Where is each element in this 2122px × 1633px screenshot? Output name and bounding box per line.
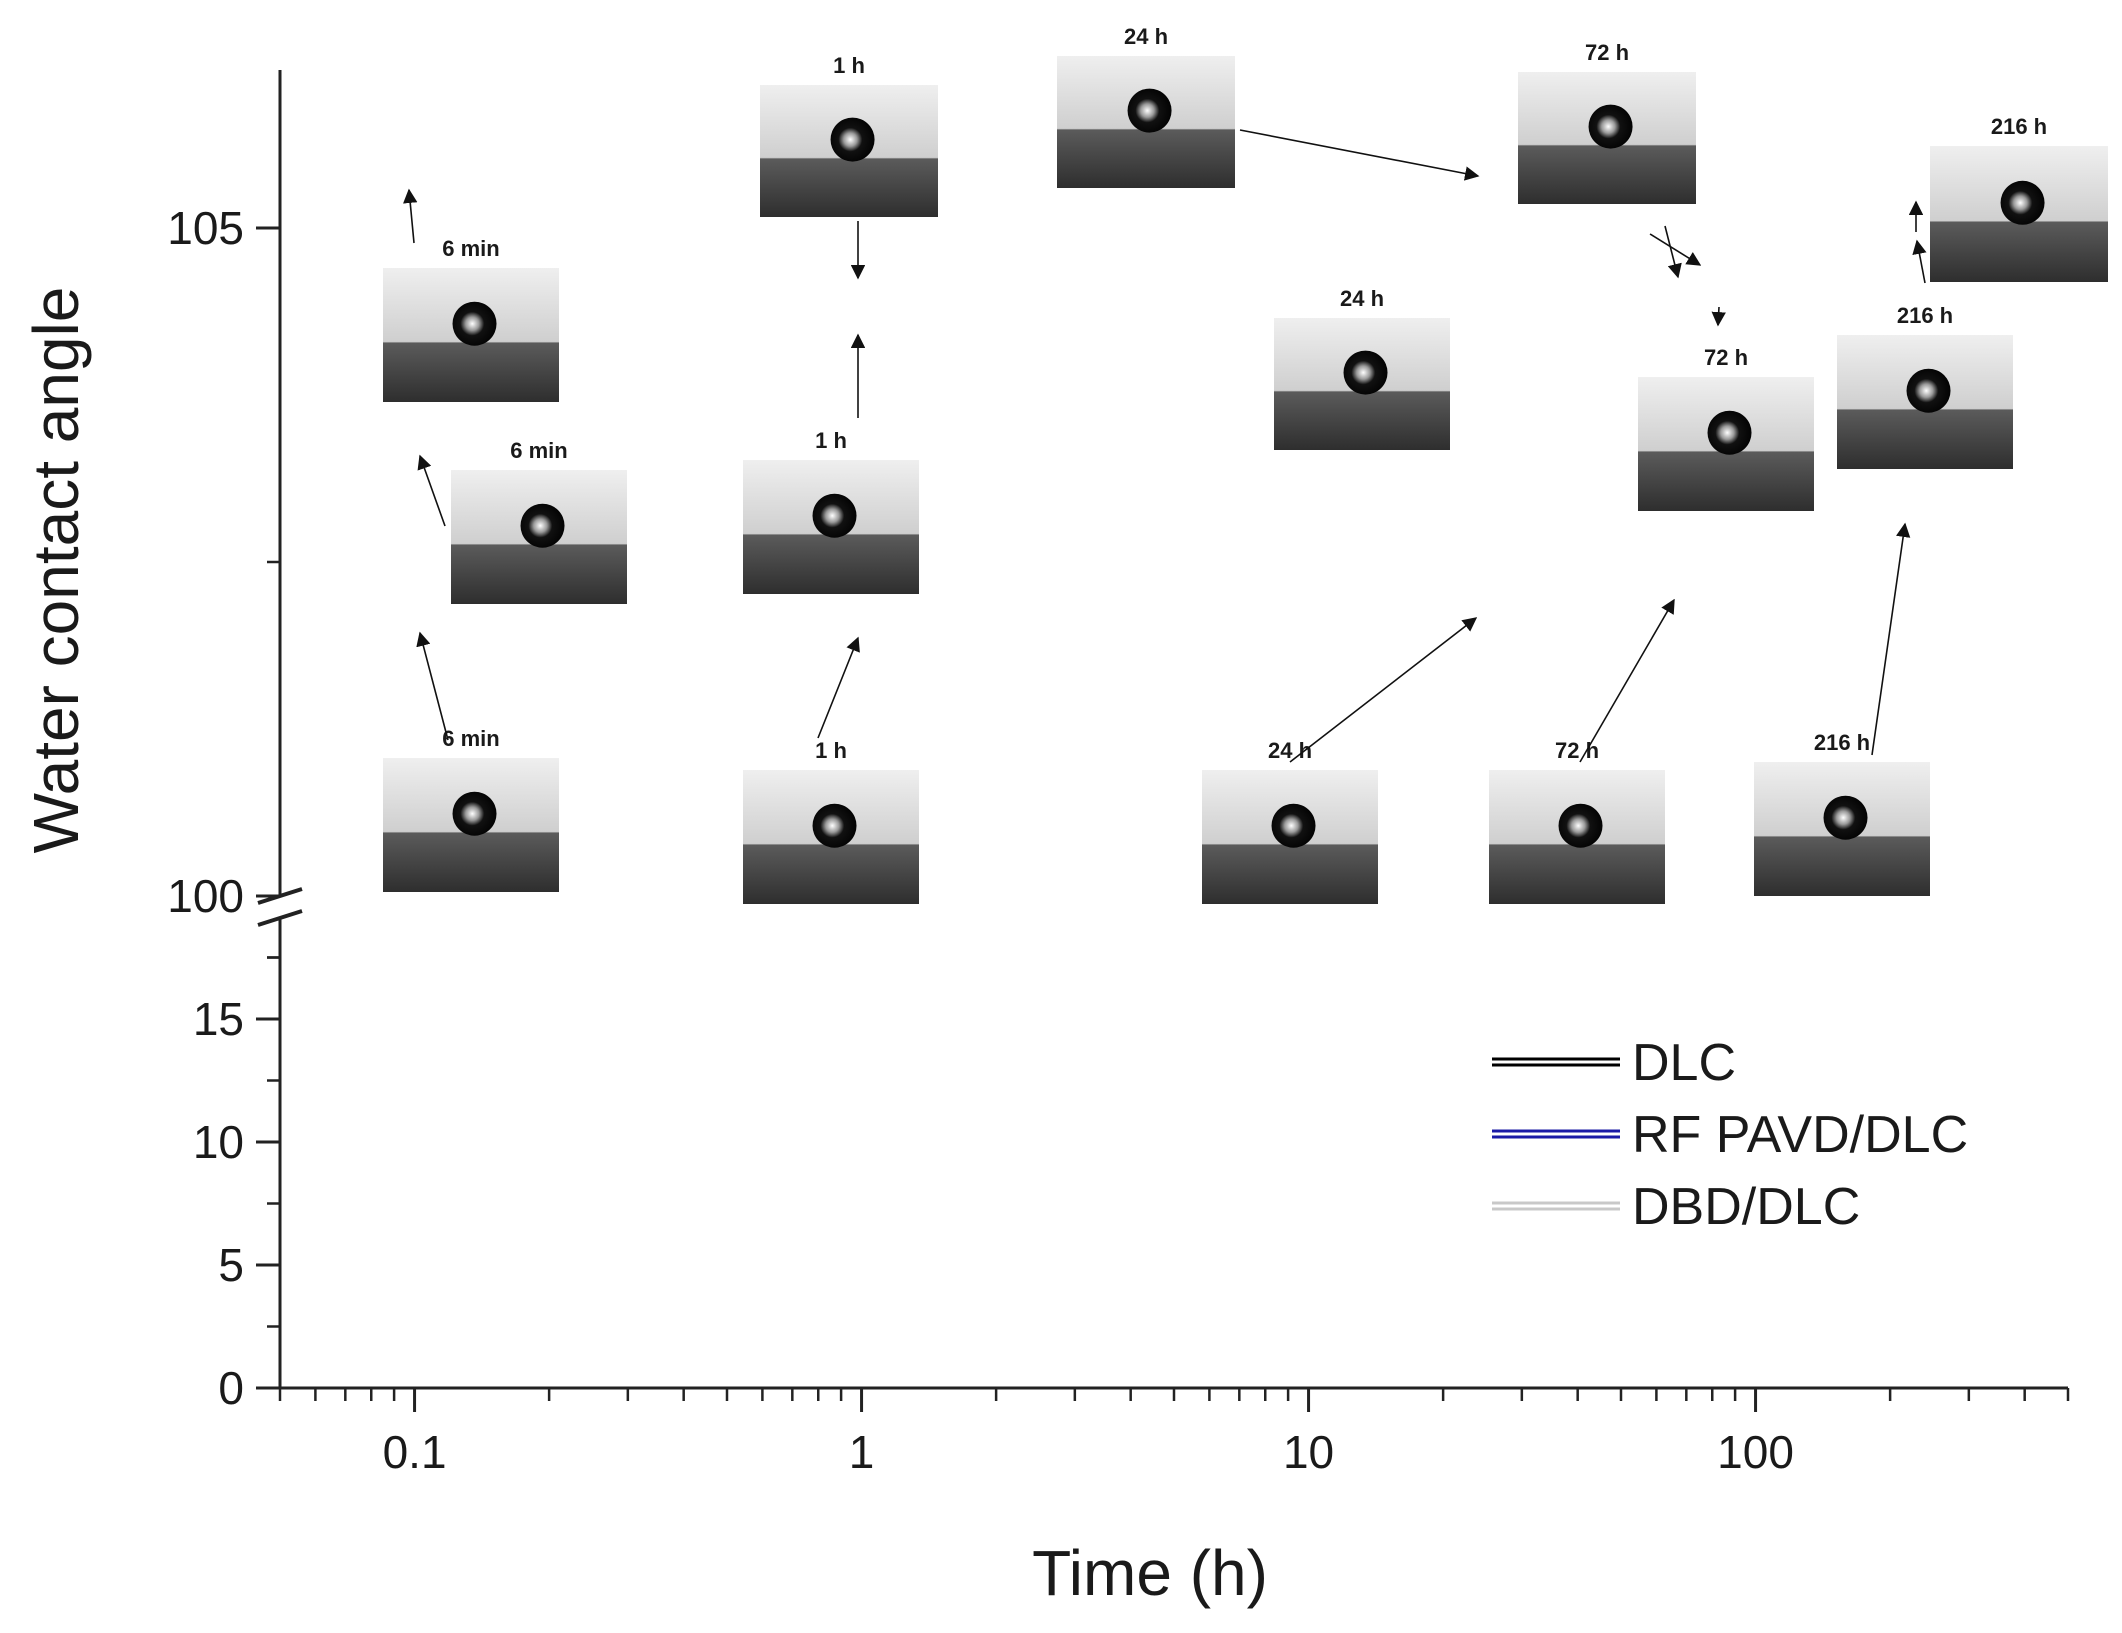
pointer-arrow — [1912, 239, 1927, 284]
y-tick-label: 10 — [193, 1116, 244, 1168]
droplet-inset: 216 h — [1837, 303, 2013, 469]
droplet-shape — [1707, 410, 1752, 455]
inset-time-label: 1 h — [815, 738, 847, 763]
droplet-shape — [452, 791, 497, 836]
droplet-shape — [1588, 104, 1633, 149]
x-tick-label: 100 — [1717, 1426, 1794, 1478]
droplet-shape — [1127, 88, 1172, 133]
y-tick-label: 0 — [218, 1362, 244, 1414]
droplet-shape — [812, 803, 857, 848]
x-axis-title: Time (h) — [1032, 1537, 1268, 1609]
inset-time-label: 216 h — [1814, 730, 1870, 755]
droplet-shape — [1558, 803, 1603, 848]
legend-label: DBD/DLC — [1632, 1178, 1860, 1236]
x-tick-label: 10 — [1283, 1426, 1334, 1478]
droplet-shape — [812, 493, 857, 538]
droplet-insets: 1 h 24 h 72 h 216 h 6 min 24 h 72 h 216 h 6 min 1… — [383, 24, 2108, 904]
inset-time-label: 72 h — [1585, 40, 1629, 65]
droplet-inset: 216 h — [1930, 114, 2108, 282]
legend: DLC RF PAVD/DLC DBD/DLC — [1492, 1034, 1968, 1236]
droplet-inset: 24 h — [1057, 24, 1235, 188]
droplet-inset: 1 h — [760, 53, 938, 217]
inset-time-label: 1 h — [815, 428, 847, 453]
droplet-inset: 24 h — [1202, 738, 1378, 904]
y-tick-label: 5 — [218, 1239, 244, 1291]
pointer-arrow — [1579, 598, 1675, 763]
inset-time-label: 6 min — [442, 726, 499, 751]
pointer-arrow — [1239, 129, 1480, 181]
pointer-arrow — [1871, 522, 1911, 756]
inset-time-label: 216 h — [1897, 303, 1953, 328]
droplet-shape — [1343, 350, 1388, 395]
pointer-arrow — [403, 188, 418, 244]
droplet-inset: 216 h — [1754, 730, 1930, 896]
pointer-arrow — [416, 631, 449, 741]
legend-label: RF PAVD/DLC — [1632, 1106, 1968, 1164]
droplet-inset: 24 h — [1274, 286, 1450, 450]
axes: 0.1110100100105110115120125130051015 — [167, 70, 2070, 1478]
droplet-inset: 6 min — [451, 438, 627, 604]
droplet-inset: 72 h — [1638, 345, 1814, 511]
legend-item: RF PAVD/DLC — [1492, 1106, 1968, 1164]
y-tick-label: 15 — [193, 993, 244, 1045]
droplet-shape — [520, 503, 565, 548]
pointer-arrow — [1649, 233, 1702, 266]
inset-time-label: 6 min — [442, 236, 499, 261]
droplet-shape — [1271, 803, 1316, 848]
droplet-inset: 6 min — [383, 236, 559, 402]
droplet-inset: 72 h — [1489, 738, 1665, 904]
legend-label: DLC — [1632, 1034, 1736, 1092]
droplet-shape — [2000, 180, 2045, 225]
legend-item: DBD/DLC — [1492, 1178, 1860, 1236]
pointer-arrow — [817, 636, 860, 739]
droplet-inset: 1 h — [743, 738, 919, 904]
pointer-arrows — [403, 129, 1927, 763]
droplet-inset: 72 h — [1518, 40, 1696, 204]
inset-time-label: 72 h — [1704, 345, 1748, 370]
droplet-shape — [1823, 795, 1868, 840]
y-tick-label: 100 — [167, 870, 244, 922]
pointer-arrow — [1289, 617, 1478, 763]
droplet-shape — [1906, 368, 1951, 413]
inset-time-label: 6 min — [510, 438, 567, 463]
y-tick-label: 105 — [167, 202, 244, 254]
droplet-shape — [452, 301, 497, 346]
inset-time-label: 1 h — [833, 53, 865, 78]
inset-time-label: 24 h — [1124, 24, 1168, 49]
pointer-arrow — [1664, 225, 1682, 279]
axis-break-mark — [257, 909, 303, 927]
pointer-arrow — [417, 454, 446, 527]
droplet-shape — [830, 117, 875, 162]
x-tick-label: 1 — [849, 1426, 875, 1478]
y-axis-title: Water contact angle — [20, 287, 92, 854]
pointer-arrow — [1711, 306, 1726, 327]
legend-item: DLC — [1492, 1034, 1736, 1092]
droplet-inset: 1 h — [743, 428, 919, 594]
inset-time-label: 24 h — [1340, 286, 1384, 311]
droplet-inset: 6 min — [383, 726, 559, 892]
x-tick-label: 0.1 — [383, 1426, 447, 1478]
inset-time-label: 216 h — [1991, 114, 2047, 139]
